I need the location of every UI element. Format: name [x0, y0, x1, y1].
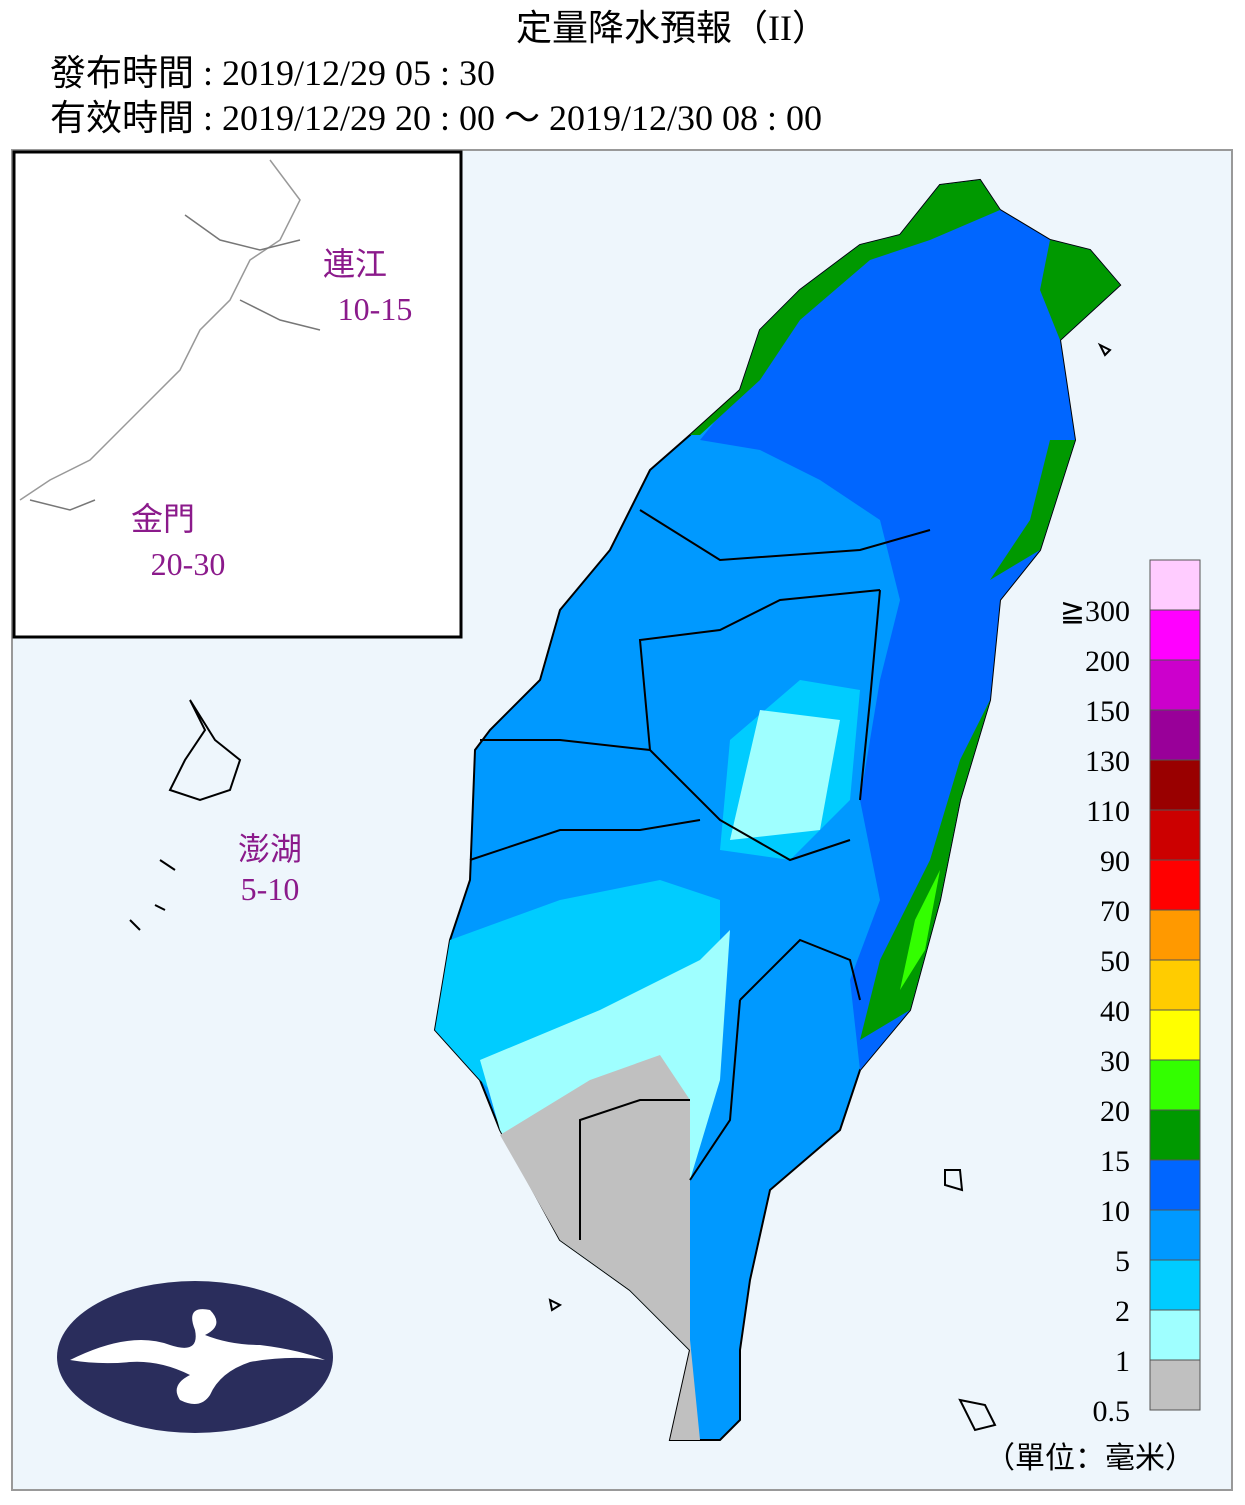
legend-label: 20	[1100, 1095, 1130, 1128]
legend-swatch	[1149, 1159, 1201, 1211]
region-15-20	[860, 240, 1120, 1040]
inset-box	[12, 150, 463, 639]
region-0.5-1	[500, 1055, 700, 1440]
island-range: 5-10	[241, 871, 300, 907]
legend-label: ≧300	[1060, 595, 1130, 628]
logo-swirl	[70, 1309, 325, 1404]
legend-swatch	[1149, 809, 1201, 861]
legend-label: 5	[1115, 1245, 1130, 1278]
legend-swatch	[1149, 1359, 1201, 1411]
legend-swatch	[1149, 709, 1201, 761]
legend-label: 150	[1085, 695, 1130, 728]
issued-time: 發布時間 : 2019/12/29 05 : 30	[50, 53, 495, 93]
valid-time: 有效時間 : 2019/12/29 20 : 00 ～ 2019/12/30 0…	[50, 98, 822, 138]
legend-swatch	[1149, 1209, 1201, 1261]
legend-label: 90	[1100, 845, 1130, 878]
legend-swatch	[1149, 909, 1201, 961]
inset-coast	[19, 159, 301, 501]
legend-swatch	[1149, 759, 1201, 811]
legend-swatch	[1149, 1259, 1201, 1311]
title: 定量降水預報（II）	[516, 8, 828, 48]
county-borders	[469, 509, 931, 1240]
region-1-2	[730, 710, 840, 840]
legend-label: 0.5	[1093, 1395, 1131, 1428]
region-20-30	[900, 870, 940, 990]
legend-swatch	[1149, 659, 1201, 711]
island-name: 澎湖	[238, 831, 302, 867]
region-2-5	[435, 880, 720, 1100]
legend-label: 110	[1086, 795, 1130, 828]
legend-swatch	[1149, 1309, 1201, 1361]
legend-swatch	[1149, 959, 1201, 1011]
legend-swatch	[1149, 859, 1201, 911]
island-range: 20-30	[151, 546, 226, 582]
legend-label: 40	[1100, 995, 1130, 1028]
legend-unit: （單位：毫米）	[985, 1442, 1195, 1475]
legend-swatch	[1149, 609, 1201, 661]
legend-label: 15	[1100, 1145, 1130, 1178]
legend-label: 200	[1085, 645, 1130, 678]
inset-islands	[29, 214, 321, 511]
legend-swatch	[1149, 559, 1201, 611]
legend-label: 70	[1100, 895, 1130, 928]
island-name: 金門	[131, 501, 195, 537]
legend-label: 2	[1115, 1295, 1130, 1328]
legend-label: 130	[1085, 745, 1130, 778]
legend-label: 50	[1100, 945, 1130, 978]
legend-swatch	[1149, 1009, 1201, 1061]
region-15-20	[690, 180, 1000, 435]
region-10-15	[700, 180, 1120, 1070]
legend-swatch	[1149, 1059, 1201, 1111]
legend-label: 10	[1100, 1195, 1130, 1228]
legend-label: 1	[1115, 1345, 1130, 1378]
small-islands	[548, 342, 1112, 1432]
legend-label: 30	[1100, 1045, 1130, 1078]
legend: 0.5 1 2 5 10 15 20 30 40 50 70 90 110 130 150 200 ≧300	[1060, 559, 1201, 1428]
penghu-outline	[129, 699, 242, 931]
legend-swatch	[1149, 1109, 1201, 1161]
island-range: 10-15	[338, 291, 413, 327]
island-name: 連江	[323, 246, 387, 282]
